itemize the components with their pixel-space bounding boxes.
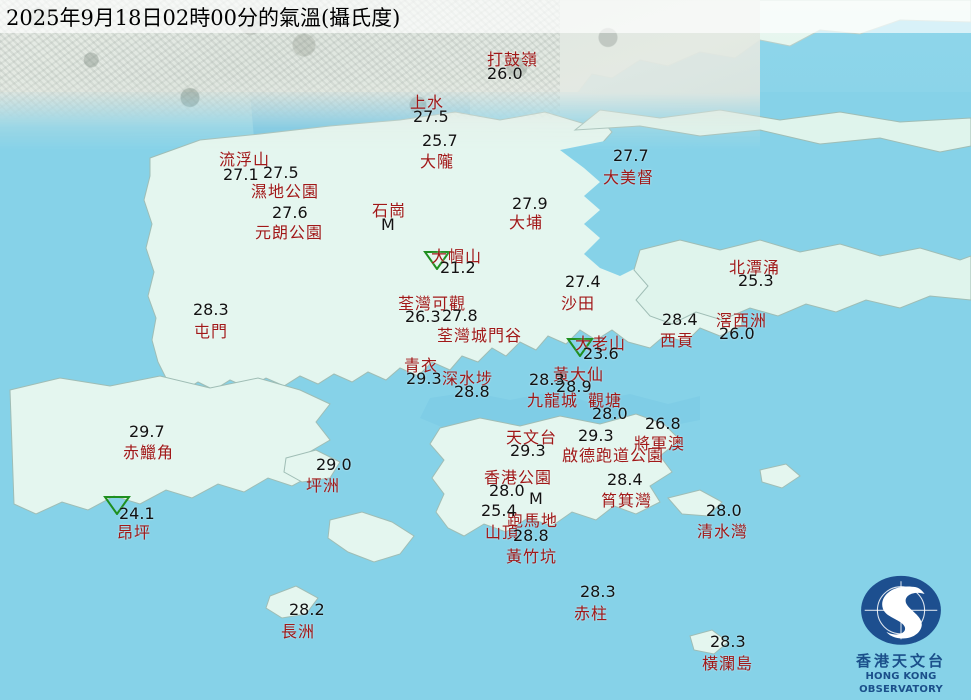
station-name-9: 北潭涌: [729, 258, 781, 277]
station-value-6: M: [381, 215, 395, 234]
observatory-emblem-icon: [861, 575, 941, 645]
station-name-1: 上水: [410, 93, 445, 112]
station-name-37: 屯門: [194, 322, 229, 341]
station-name-19: 黃大仙: [553, 365, 605, 384]
station-name-29: 筲箕灣: [601, 491, 653, 510]
station-name-2: 大隴: [420, 152, 455, 171]
station-value-14: 26.3: [405, 307, 441, 326]
station-name-31: 清水灣: [697, 522, 749, 541]
station-value-8: 27.7: [613, 146, 649, 165]
station-name-3: 流浮山: [219, 150, 271, 169]
title-band: [0, 0, 971, 33]
station-value-13: 21.2: [440, 258, 476, 277]
station-name-18: 大老山: [575, 334, 627, 353]
station-name-24: 將軍澳: [634, 434, 686, 453]
station-value-4: 27.5: [263, 163, 299, 182]
station-value-18: 23.6: [583, 344, 619, 363]
station-name-12: 沙田: [561, 294, 596, 313]
station-value-35: 29.7: [129, 422, 165, 441]
station-value-21: 28.0: [592, 404, 628, 423]
station-value-33: 28.2: [289, 600, 325, 619]
station-value-25: 28.0: [489, 481, 525, 500]
station-name-36: 昂坪: [117, 523, 152, 542]
station-name-5: 元朗公園: [255, 223, 324, 242]
station-value-30: 28.3: [580, 582, 616, 601]
logo-english-text: HONG KONG OBSERVATORY: [859, 671, 943, 695]
station-value-0: 26.0: [487, 64, 523, 83]
station-value-9: 25.3: [738, 271, 774, 290]
station-value-34: 29.0: [316, 455, 352, 474]
hko-logo: 香港天文台 HONG KONG OBSERVATORY: [837, 574, 965, 696]
station-value-16: 29.3: [406, 369, 442, 388]
station-name-20: 九龍城: [527, 391, 579, 410]
station-name-33: 長洲: [281, 622, 316, 641]
station-name-27: 山頂: [485, 523, 520, 542]
station-name-32: 橫瀾島: [702, 654, 754, 673]
station-value-22: 29.3: [510, 441, 546, 460]
station-name-16: 青衣: [404, 356, 439, 375]
station-value-27: 25.4: [481, 501, 517, 520]
station-value-32: 28.3: [710, 632, 746, 651]
station-value-7: 27.9: [512, 194, 548, 213]
station-value-24: 26.8: [645, 414, 681, 433]
station-name-21: 觀塘: [588, 391, 623, 410]
station-value-23: 29.3: [578, 426, 614, 445]
station-name-13: 大帽山: [431, 247, 483, 266]
station-name-0: 打鼓嶺: [487, 50, 539, 69]
station-name-34: 坪洲: [306, 476, 341, 495]
station-name-25: 香港公園: [484, 468, 553, 487]
station-name-14: 荃灣可觀: [398, 294, 467, 313]
station-name-35: 赤鱲角: [123, 443, 175, 462]
station-value-37: 28.3: [193, 300, 229, 319]
station-name-7: 大埔: [509, 213, 544, 232]
station-name-30: 赤柱: [574, 604, 609, 623]
station-name-10: 滘西洲: [716, 311, 768, 330]
station-value-3: 27.1: [223, 165, 259, 184]
station-value-28: 28.8: [513, 526, 549, 545]
station-value-15: 27.8: [442, 306, 478, 325]
station-name-11: 西貢: [660, 331, 695, 350]
station-value-2: 25.7: [422, 131, 458, 150]
station-name-8: 大美督: [603, 168, 655, 187]
station-value-11: 28.4: [662, 310, 698, 329]
station-name-17: 深水埗: [442, 369, 494, 388]
station-value-29: 28.4: [607, 470, 643, 489]
station-name-4: 濕地公園: [251, 182, 320, 201]
logo-chinese-text: 香港天文台: [855, 652, 946, 670]
station-value-26: M: [529, 489, 543, 508]
station-name-6: 石崗: [372, 201, 407, 220]
station-name-23: 啟德跑道公園: [562, 446, 665, 465]
station-name-22: 天文台: [506, 428, 558, 447]
station-value-12: 27.4: [565, 272, 601, 291]
station-name-26: 跑馬地: [507, 511, 559, 530]
station-value-36: 24.1: [119, 504, 155, 523]
station-value-5: 27.6: [272, 203, 308, 222]
station-value-20: 28.3: [529, 370, 565, 389]
page-title: 2025年9月18日02時00分的氣溫(攝氏度): [6, 6, 401, 30]
station-name-28: 黃竹坑: [506, 547, 558, 566]
station-name-15: 荃灣城門谷: [437, 326, 523, 345]
station-value-17: 28.8: [454, 382, 490, 401]
station-value-1: 27.5: [413, 107, 449, 126]
station-value-31: 28.0: [706, 501, 742, 520]
station-value-19: 28.9: [556, 377, 592, 396]
station-value-10: 26.0: [719, 324, 755, 343]
